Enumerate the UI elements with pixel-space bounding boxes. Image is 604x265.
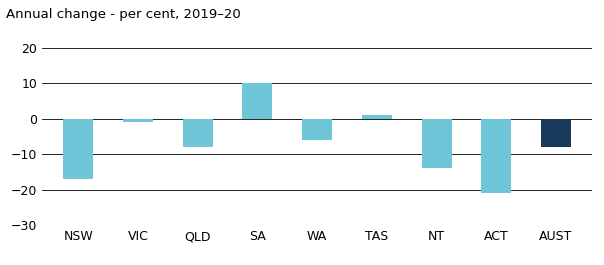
Bar (541, 119, 571, 147)
Text: Annual change - per cent, 2019–20: Annual change - per cent, 2019–20 (6, 8, 241, 21)
Bar (362, 115, 392, 119)
Bar (182, 119, 213, 147)
Bar (481, 119, 511, 193)
Bar (302, 119, 332, 140)
Bar (63, 119, 93, 179)
Bar (422, 119, 452, 169)
Bar (242, 83, 272, 119)
Bar (123, 119, 153, 122)
